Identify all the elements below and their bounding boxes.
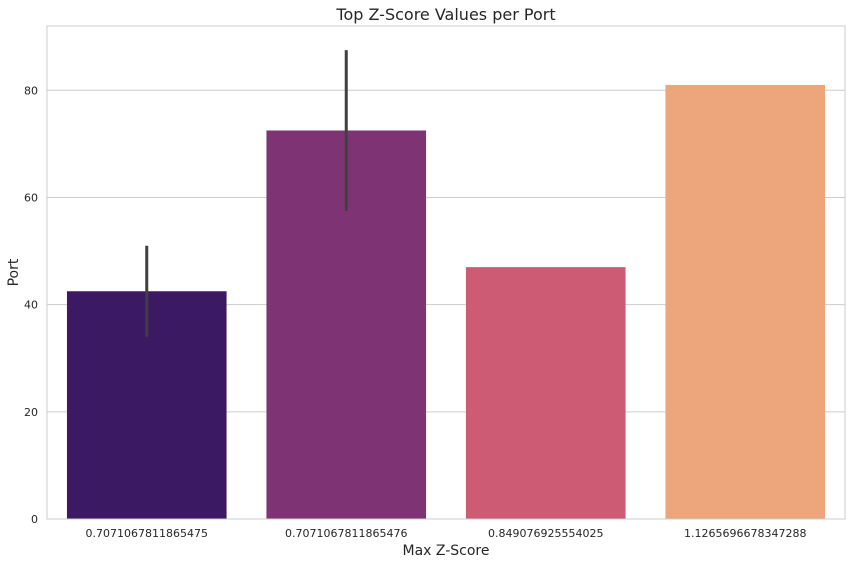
chart-title: Top Z-Score Values per Port	[335, 5, 555, 24]
x-tick-label: 0.7071067811865475	[86, 527, 208, 540]
error-bars	[145, 50, 348, 337]
x-tick-label: 0.849076925554025	[488, 527, 603, 540]
y-tick-labels: 0 20 40 60 80	[24, 84, 38, 526]
plot-frame	[46, 25, 846, 520]
y-tick-label: 80	[24, 84, 38, 97]
bars	[66, 84, 826, 520]
x-tick-labels: 0.7071067811865475 0.7071067811865476 0.84…	[86, 527, 807, 540]
y-axis-label: Port	[6, 258, 22, 286]
bar	[665, 84, 826, 520]
y-tick-label: 20	[24, 406, 38, 419]
y-tick-label: 40	[24, 299, 38, 312]
x-axis-label: Max Z-Score	[402, 543, 489, 559]
y-tick-label: 60	[24, 191, 38, 204]
x-tick-label: 1.1265696678347288	[684, 527, 806, 540]
y-tick-label: 0	[31, 513, 38, 526]
x-tick-label: 0.7071067811865476	[285, 527, 407, 540]
bar	[465, 267, 626, 519]
